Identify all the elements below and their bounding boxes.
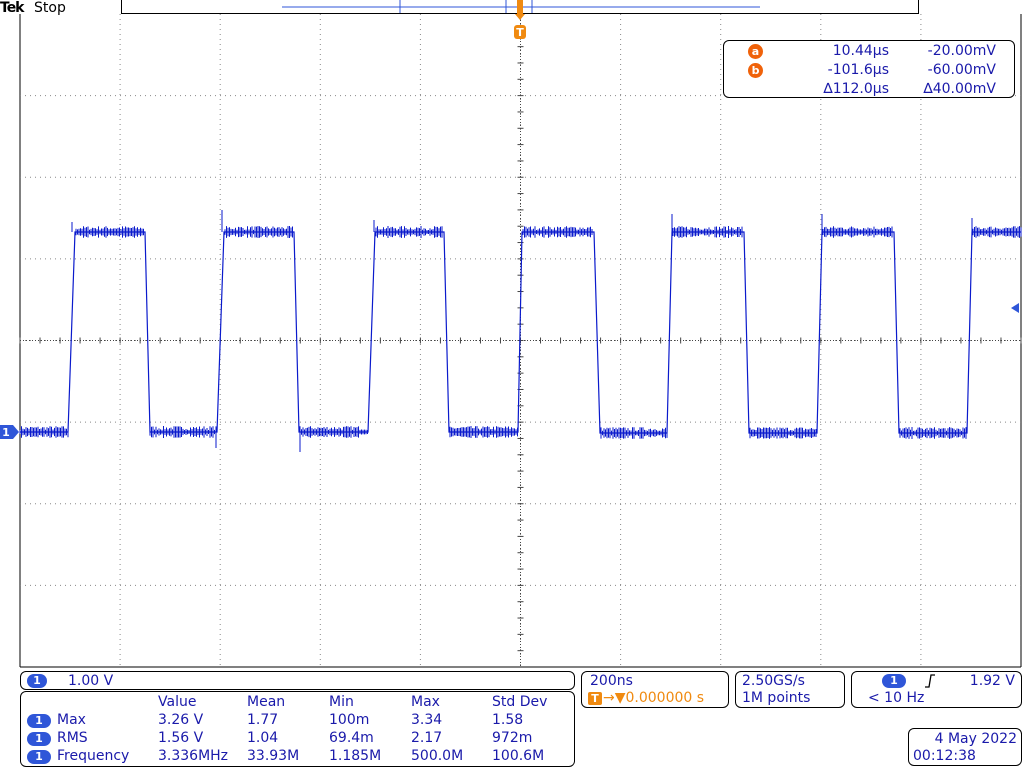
cursor-delta-row: ∆112.0µs ∆40.00mV xyxy=(724,80,1014,99)
cursor-b-row: b -101.6µs -60.00mV xyxy=(724,61,1014,80)
meas-row-max-min: 100m xyxy=(329,712,370,728)
cursor-delta-voltage: ∆40.00mV xyxy=(923,81,996,97)
date: 4 May 2022 xyxy=(934,731,1017,747)
meas-row-frequency-max: 500.0M xyxy=(411,748,464,764)
sample-rate: 2.50GS/s xyxy=(742,673,805,689)
svg-text:1: 1 xyxy=(2,426,10,439)
meas-row-frequency-value: 3.336MHz xyxy=(158,748,229,764)
timebase-panel[interactable]: 200ns T →▼0.000000 s xyxy=(581,671,729,708)
meas-row-max-channel-badge: 1 xyxy=(27,714,51,728)
meas-row-rms-max: 2.17 xyxy=(411,730,443,746)
channel-1-waveform xyxy=(20,231,1021,434)
channel-1-ground-marker-icon[interactable]: 1 xyxy=(0,425,19,439)
horizontal-scale: 200ns xyxy=(590,673,633,689)
meas-row-rms-std: 972m xyxy=(492,730,533,746)
meas-header-std-dev: Std Dev xyxy=(492,694,548,710)
trigger-panel[interactable]: 1 1.92 V < 10 Hz xyxy=(851,671,1022,708)
acquisition-status: Stop xyxy=(34,0,66,16)
date-time-panel: 4 May 2022 00:12:38 xyxy=(908,728,1022,766)
meas-row-frequency-name: Frequency xyxy=(57,748,130,764)
meas-header-max: Max xyxy=(411,694,440,710)
cursor-b-time: -101.6µs xyxy=(827,62,889,78)
meas-row-frequency-min: 1.185M xyxy=(329,748,382,764)
trigger-delay-icon: T xyxy=(588,692,602,705)
rising-edge-icon xyxy=(925,674,935,688)
channel-1-scale: 1.00 V xyxy=(68,673,114,689)
trigger-source-badge: 1 xyxy=(882,674,906,688)
trigger-level: 1.92 V xyxy=(969,673,1015,689)
acquisition-panel[interactable]: 2.50GS/s 1M points xyxy=(735,671,845,708)
meas-row-rms-mean: 1.04 xyxy=(247,730,279,746)
cursor-b-icon: b xyxy=(748,63,763,78)
trigger-level-icon[interactable] xyxy=(1011,303,1019,313)
horizontal-delay: →▼0.000000 s xyxy=(603,690,705,706)
meas-row-rms-min: 69.4m xyxy=(329,730,374,746)
cursor-readout: a 10.44µs -20.00mV b -101.6µs -60.00mV ∆… xyxy=(723,40,1015,98)
brand-logo: Tek xyxy=(0,0,24,16)
meas-row-rms-value: 1.56 V xyxy=(158,730,204,746)
meas-row-rms-name: RMS xyxy=(57,730,88,746)
meas-row-frequency-channel-badge: 1 xyxy=(27,750,51,764)
meas-header-mean: Mean xyxy=(247,694,286,710)
trigger-frequency: < 10 Hz xyxy=(868,690,925,706)
cursor-a-time: 10.44µs xyxy=(832,43,889,59)
trigger-position-icon[interactable]: T xyxy=(514,14,526,39)
meas-row-rms-channel-badge: 1 xyxy=(27,732,51,746)
meas-row-frequency-mean: 33.93M xyxy=(247,748,300,764)
cursor-a-icon: a xyxy=(748,44,763,59)
cursor-a-voltage: -20.00mV xyxy=(927,43,996,59)
record-length: 1M points xyxy=(742,690,811,706)
cursor-delta-time: ∆112.0µs xyxy=(823,81,889,97)
waveform-noise xyxy=(19,210,1022,452)
meas-header-min: Min xyxy=(329,694,354,710)
meas-row-max-name: Max xyxy=(57,712,86,728)
meas-header-value: Value xyxy=(158,694,197,710)
meas-row-max-std: 1.58 xyxy=(492,712,524,728)
svg-text:T: T xyxy=(516,26,524,39)
measurements-panel[interactable]: Value Mean Min Max Std Dev 1 Max 3.26 V … xyxy=(20,691,575,767)
time: 00:12:38 xyxy=(913,748,976,764)
cursor-b-voltage: -60.00mV xyxy=(927,62,996,78)
meas-row-frequency-std: 100.6M xyxy=(492,748,545,764)
cursor-a-row: a 10.44µs -20.00mV xyxy=(724,42,1014,61)
channel-1-scale-panel[interactable]: 1 1.00 V xyxy=(20,671,575,690)
graticule xyxy=(19,13,1022,668)
record-bar-trigger-marker xyxy=(517,0,523,14)
meas-row-max-mean: 1.77 xyxy=(247,712,279,728)
meas-row-max-max: 3.34 xyxy=(411,712,443,728)
meas-row-max-value: 3.26 V xyxy=(158,712,204,728)
channel-1-badge: 1 xyxy=(27,674,47,688)
